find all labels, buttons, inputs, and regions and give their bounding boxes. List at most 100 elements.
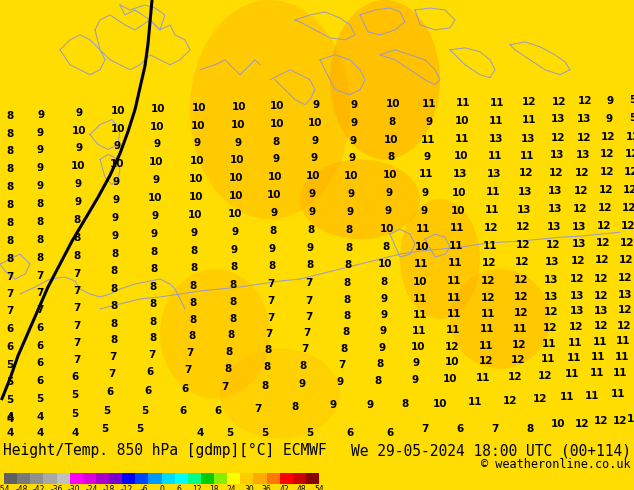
Text: 8: 8 bbox=[526, 423, 534, 434]
Text: 8: 8 bbox=[110, 284, 118, 294]
Text: 9: 9 bbox=[235, 138, 242, 147]
Text: 5: 5 bbox=[306, 428, 314, 439]
Text: 11: 11 bbox=[585, 391, 599, 401]
Ellipse shape bbox=[220, 349, 340, 439]
Text: 7: 7 bbox=[268, 296, 275, 306]
Text: -18: -18 bbox=[103, 486, 115, 490]
Text: 10: 10 bbox=[230, 155, 244, 166]
Text: We 29-05-2024 18:00 UTC (00+114): We 29-05-2024 18:00 UTC (00+114) bbox=[351, 443, 631, 459]
Text: 13: 13 bbox=[570, 306, 585, 316]
Text: 9: 9 bbox=[424, 152, 430, 163]
Text: 8: 8 bbox=[150, 282, 157, 292]
Text: 9: 9 bbox=[37, 110, 44, 120]
Text: 12: 12 bbox=[519, 169, 533, 178]
Text: 12: 12 bbox=[569, 322, 583, 332]
Text: 10: 10 bbox=[191, 102, 206, 113]
Text: 11: 11 bbox=[615, 352, 630, 362]
Bar bbox=[254, 473, 266, 484]
Text: 8: 8 bbox=[230, 280, 236, 290]
Text: 12: 12 bbox=[622, 203, 634, 213]
Text: 11: 11 bbox=[422, 98, 436, 109]
Text: 8: 8 bbox=[74, 233, 81, 243]
Text: 8: 8 bbox=[36, 217, 44, 227]
Text: 6: 6 bbox=[6, 324, 13, 334]
Text: 7: 7 bbox=[36, 305, 44, 315]
Text: 8: 8 bbox=[74, 215, 81, 225]
Text: 12: 12 bbox=[624, 168, 634, 177]
Text: 8: 8 bbox=[346, 243, 353, 253]
Text: 7: 7 bbox=[306, 296, 313, 306]
Text: 5: 5 bbox=[103, 406, 110, 416]
Text: 8: 8 bbox=[346, 225, 353, 235]
Text: 9: 9 bbox=[380, 310, 387, 320]
Text: 9: 9 bbox=[190, 228, 198, 238]
Text: 8: 8 bbox=[292, 402, 299, 412]
Bar bbox=[122, 473, 135, 484]
Text: 9: 9 bbox=[112, 213, 119, 223]
Text: -24: -24 bbox=[86, 486, 98, 490]
Bar bbox=[227, 473, 240, 484]
Text: 9: 9 bbox=[112, 231, 119, 241]
Text: 10: 10 bbox=[191, 121, 205, 130]
Text: 12: 12 bbox=[598, 185, 613, 196]
Text: 7: 7 bbox=[422, 423, 429, 434]
Text: 10: 10 bbox=[415, 242, 429, 252]
Text: 7: 7 bbox=[301, 344, 309, 354]
Text: 12: 12 bbox=[481, 276, 495, 286]
Text: 4: 4 bbox=[197, 428, 204, 439]
Text: 24: 24 bbox=[227, 486, 236, 490]
Text: 12: 12 bbox=[577, 132, 592, 143]
Text: 11: 11 bbox=[449, 241, 463, 251]
Text: 8: 8 bbox=[6, 236, 13, 246]
Text: 13: 13 bbox=[518, 187, 533, 197]
Text: 7: 7 bbox=[186, 348, 194, 358]
Text: 11: 11 bbox=[421, 135, 436, 145]
Text: 12: 12 bbox=[574, 186, 588, 196]
Text: 7: 7 bbox=[221, 382, 229, 392]
Text: 11: 11 bbox=[541, 339, 556, 349]
Text: 12: 12 bbox=[546, 240, 560, 250]
Text: 8: 8 bbox=[225, 347, 233, 357]
Text: 8: 8 bbox=[150, 299, 157, 309]
Text: 8: 8 bbox=[344, 278, 351, 288]
Text: 11: 11 bbox=[522, 115, 536, 124]
Text: 10: 10 bbox=[433, 398, 447, 409]
Bar bbox=[70, 473, 83, 484]
Text: -12: -12 bbox=[120, 486, 133, 490]
Text: 7: 7 bbox=[74, 303, 81, 313]
Text: 10: 10 bbox=[231, 120, 245, 129]
Text: 8: 8 bbox=[273, 137, 280, 147]
Text: 6: 6 bbox=[72, 372, 79, 382]
Text: 4: 4 bbox=[6, 428, 14, 439]
Text: 12: 12 bbox=[570, 274, 585, 284]
Text: 4: 4 bbox=[36, 412, 44, 421]
Text: 7: 7 bbox=[108, 368, 115, 379]
Text: 7: 7 bbox=[491, 423, 499, 434]
Text: 13: 13 bbox=[547, 222, 561, 232]
Text: -54: -54 bbox=[0, 486, 10, 490]
Text: 7: 7 bbox=[303, 328, 311, 338]
Text: 11: 11 bbox=[616, 336, 630, 346]
Text: 5: 5 bbox=[136, 423, 144, 434]
Text: 10: 10 bbox=[383, 171, 398, 180]
Text: 8: 8 bbox=[36, 199, 44, 209]
Text: 8: 8 bbox=[263, 362, 271, 372]
Text: 9: 9 bbox=[385, 188, 392, 198]
Bar bbox=[188, 473, 201, 484]
Ellipse shape bbox=[300, 159, 420, 239]
Text: 9: 9 bbox=[271, 208, 278, 218]
Text: 9: 9 bbox=[299, 379, 306, 389]
Text: 10: 10 bbox=[111, 106, 126, 116]
Text: 9: 9 bbox=[351, 118, 358, 127]
Text: 13: 13 bbox=[576, 150, 590, 160]
Text: 12: 12 bbox=[512, 340, 526, 350]
Text: Height/Temp. 850 hPa [gdmp][°C] ECMWF: Height/Temp. 850 hPa [gdmp][°C] ECMWF bbox=[3, 443, 327, 459]
Text: 10: 10 bbox=[268, 172, 282, 182]
Text: 11: 11 bbox=[488, 151, 502, 161]
Text: 13: 13 bbox=[550, 150, 564, 160]
Text: 8: 8 bbox=[344, 295, 351, 305]
Bar bbox=[17, 473, 30, 484]
Text: 8: 8 bbox=[344, 311, 351, 321]
Text: 9: 9 bbox=[311, 136, 318, 146]
Text: 10: 10 bbox=[269, 119, 284, 128]
